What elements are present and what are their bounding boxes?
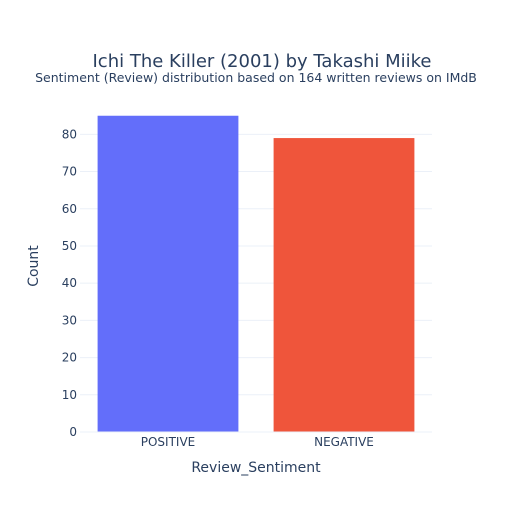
chart-title: Ichi The Killer (2001) by Takashi Miike xyxy=(93,51,432,72)
y-tick-label: 60 xyxy=(62,202,77,216)
x-tick-label: POSITIVE xyxy=(141,435,196,449)
x-axis-title: Review_Sentiment xyxy=(191,460,321,476)
y-tick-label: 20 xyxy=(62,351,77,365)
y-tick-label: 50 xyxy=(62,239,77,253)
y-tick-label: 80 xyxy=(62,127,77,141)
y-axis-title: Count xyxy=(26,245,42,287)
y-axis-ticks: 0 10 20 30 40 50 60 70 80 xyxy=(62,127,77,439)
y-tick-label: 0 xyxy=(69,425,77,439)
y-tick-label: 10 xyxy=(62,388,77,402)
bar-positive[interactable] xyxy=(97,115,239,433)
bar-negative[interactable] xyxy=(273,138,415,433)
bars xyxy=(97,115,415,433)
chart-subtitle: Sentiment (Review) distribution based on… xyxy=(35,70,477,85)
y-tick-label: 30 xyxy=(62,313,77,327)
y-tick-label: 40 xyxy=(62,276,77,290)
x-axis-ticks: POSITIVE NEGATIVE xyxy=(141,435,374,449)
y-tick-label: 70 xyxy=(62,165,77,179)
x-tick-label: NEGATIVE xyxy=(314,435,374,449)
